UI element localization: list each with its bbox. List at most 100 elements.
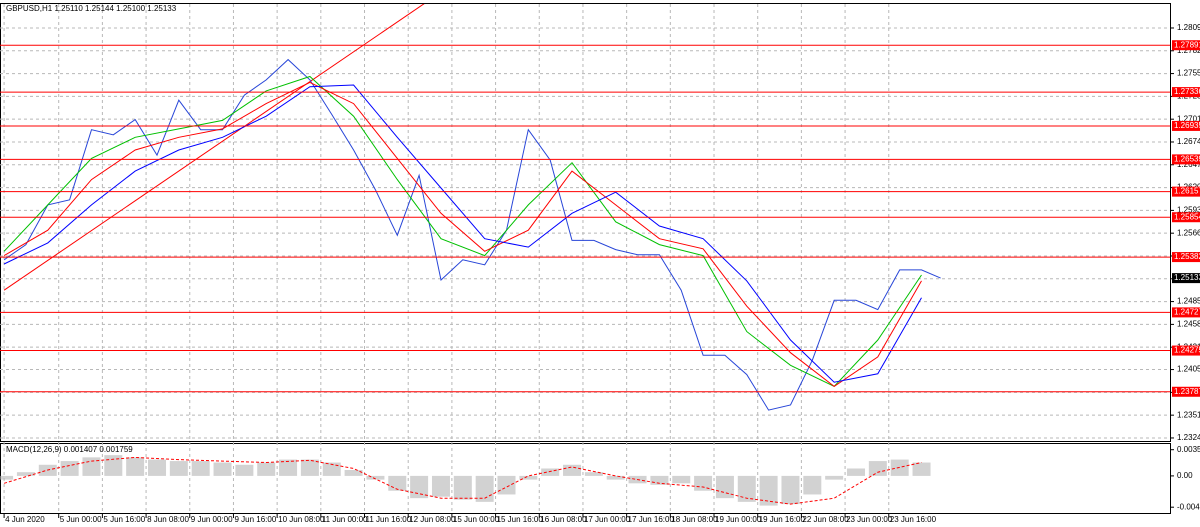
macd-bar <box>759 475 778 506</box>
macd-header: MACD(12,26,9) 0.001407 0.001759 <box>6 445 133 454</box>
macd-bar <box>191 461 210 476</box>
x-tick-label: 11 Jun 00:00 <box>322 515 368 524</box>
level-label-box <box>1172 154 1200 165</box>
macd-bar <box>584 472 603 476</box>
moving-average <box>3 81 922 388</box>
macd-bar <box>300 459 319 476</box>
y-tick-label: 0.003532 <box>1177 445 1200 454</box>
last-price-label: 1.25133 <box>1174 273 1200 282</box>
level-label-box <box>1172 212 1200 223</box>
macd-bar <box>0 475 14 480</box>
x-tick-label: 10 Jun 08:00 <box>278 515 325 524</box>
macd-bar <box>148 459 167 476</box>
macd-bar <box>431 475 450 497</box>
macd-bar <box>322 462 341 476</box>
y-tick-label: 1.23510 <box>1177 410 1200 419</box>
level-label: 1.26539 <box>1174 154 1200 163</box>
x-tick-label: 17 Jun 16:00 <box>628 515 675 524</box>
level-label-box <box>1172 120 1200 131</box>
level-label-box <box>1172 386 1200 397</box>
signal-line <box>3 456 922 505</box>
macd-panel: 0.003532 0.00 -0.004218 <box>0 445 1200 511</box>
x-tick-label: 23 Jun 00:00 <box>846 515 893 524</box>
x-tick-label: 5 Jun 16:00 <box>103 515 145 524</box>
price-panel-frame <box>0 3 1171 442</box>
symbol-header: GBPUSD,H1 1.25110 1.25144 1.25100 1.2513… <box>6 4 177 13</box>
level-label-box <box>1172 40 1200 51</box>
moving-average <box>3 84 922 383</box>
level-label-box <box>1172 87 1200 98</box>
x-tick-label: 5 Jun 00:00 <box>60 515 102 524</box>
macd-bar <box>650 475 669 485</box>
x-tick-label: 18 Jun 08:00 <box>671 515 718 524</box>
macd-bar <box>825 475 844 480</box>
x-tick-label: 15 Jun 16:00 <box>497 515 544 524</box>
level-label: 1.26157 <box>1174 187 1200 196</box>
macd-bar <box>126 457 145 476</box>
level-label-box <box>1172 307 1200 318</box>
macd-bar <box>737 475 756 502</box>
macd-bar <box>497 475 516 495</box>
macd-bar <box>715 475 734 499</box>
y-tick-label: 0.00 <box>1177 471 1193 480</box>
y-tick-label: 1.27825 <box>1177 46 1200 55</box>
macd-bar <box>868 461 887 476</box>
macd-bar <box>846 468 865 476</box>
y-tick-label: 1.24855 <box>1177 297 1200 306</box>
x-tick-label: 22 Jun 08:00 <box>802 515 849 524</box>
x-tick-label: 17 Jun 00:00 <box>584 515 631 524</box>
y-tick-label: 1.27555 <box>1177 69 1200 78</box>
macd-bar <box>257 462 276 476</box>
macd-bar <box>519 475 538 480</box>
y-tick-label: 1.26475 <box>1177 160 1200 169</box>
last-price-box <box>1172 273 1200 284</box>
x-tick-label: 11 Jun 16:00 <box>366 515 412 524</box>
y-tick-label: -0.004218 <box>1177 502 1200 511</box>
y-tick-label: 1.26745 <box>1177 137 1200 146</box>
macd-bar <box>235 464 254 476</box>
y-tick-label: 1.25935 <box>1177 205 1200 214</box>
x-tick-label: 8 Jun 08:00 <box>147 515 189 524</box>
x-tick-label: 9 Jun 00:00 <box>191 515 233 524</box>
macd-bar <box>563 464 582 476</box>
level-label-box <box>1172 252 1200 263</box>
x-tick-label: 19 Jun 16:00 <box>759 515 806 524</box>
level-label-box <box>1172 345 1200 356</box>
level-label-box <box>1172 186 1200 197</box>
macd-bar <box>60 461 79 476</box>
y-tick-label: 1.28095 <box>1177 23 1200 32</box>
y-tick-label: 1.23240 <box>1177 433 1200 442</box>
y-tick-label: 1.27015 <box>1177 114 1200 123</box>
moving-average <box>3 75 922 388</box>
macd-bar <box>410 475 429 499</box>
macd-bar <box>169 461 188 476</box>
level-label: 1.24275 <box>1174 346 1200 355</box>
x-tick-label: 15 Jun 00:00 <box>453 515 500 524</box>
y-tick-label: 1.24585 <box>1177 319 1200 328</box>
x-tick-label: 16 Jun 08:00 <box>540 515 587 524</box>
y-tick-label: 1.25665 <box>1177 228 1200 237</box>
macd-bar <box>366 475 385 480</box>
y-tick-label: 1.24050 <box>1177 365 1200 374</box>
macd-bar <box>606 475 625 480</box>
macd-bar <box>16 472 35 476</box>
macd-bar <box>803 475 822 495</box>
x-tick-label: 23 Jun 16:00 <box>890 515 937 524</box>
price-line <box>3 58 941 411</box>
level-label: 1.27336 <box>1174 87 1200 96</box>
macd-bar <box>104 455 123 476</box>
level-label: 1.24727 <box>1174 308 1200 317</box>
macd-bar <box>912 462 931 476</box>
macd-bar <box>344 469 363 476</box>
trendline-group <box>3 4 941 411</box>
level-label: 1.25382 <box>1174 252 1200 261</box>
level-label: 1.25854 <box>1174 212 1200 221</box>
macd-bar <box>781 475 800 505</box>
macd-bar <box>672 475 691 484</box>
level-label: 1.23787 <box>1174 387 1200 396</box>
macd-bar <box>541 468 560 476</box>
